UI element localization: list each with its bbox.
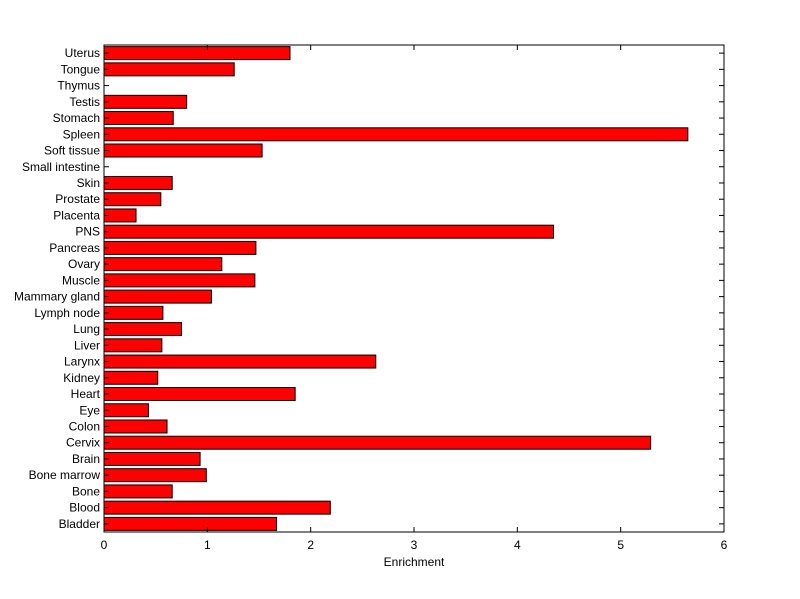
y-tick-label-testis: Testis xyxy=(69,95,100,109)
x-tick-label-0: 0 xyxy=(101,538,108,552)
y-tick-label-spleen: Spleen xyxy=(63,127,100,141)
y-tick-label-ovary: Ovary xyxy=(68,257,100,271)
y-tick-label-bone-marrow: Bone marrow xyxy=(29,468,101,482)
y-tick-label-stomach: Stomach xyxy=(53,111,100,125)
y-tick-label-liver: Liver xyxy=(74,338,100,352)
bar-prostate xyxy=(103,192,162,207)
y-tick-label-pns: PNS xyxy=(75,225,100,239)
y-tick-label-cervix: Cervix xyxy=(66,436,100,450)
bars-group xyxy=(103,46,689,531)
y-tick-label-placenta: Placenta xyxy=(53,208,100,222)
bar-testis xyxy=(103,94,188,109)
y-tick-label-bladder: Bladder xyxy=(59,517,100,531)
ytick-marks xyxy=(104,52,724,525)
bar-bone-marrow xyxy=(103,468,207,483)
x-tick-label-5: 5 xyxy=(617,538,624,552)
x-tick-labels: 0 1 2 3 4 5 6 xyxy=(101,538,728,552)
bar-brain xyxy=(103,451,201,466)
y-tick-label-larynx: Larynx xyxy=(64,355,100,369)
y-tick-label-muscle: Muscle xyxy=(62,273,100,287)
y-tick-label-prostate: Prostate xyxy=(55,192,100,206)
bar-tongue xyxy=(103,62,235,77)
x-axis-label: Enrichment xyxy=(384,555,445,569)
y-tick-label-bone: Bone xyxy=(72,484,100,498)
bar-muscle xyxy=(103,273,256,288)
bar-skin xyxy=(103,175,173,190)
y-tick-label-heart: Heart xyxy=(71,387,101,401)
bar-soft-tissue xyxy=(103,143,263,158)
x-tick-label-6: 6 xyxy=(721,538,728,552)
bar-lymph-node xyxy=(103,305,164,320)
bar-colon xyxy=(103,419,168,434)
y-tick-label-pancreas: Pancreas xyxy=(49,241,100,255)
bar-uterus xyxy=(103,46,291,61)
y-tick-label-mammary-gland: Mammary gland xyxy=(14,290,100,304)
y-tick-label-kidney: Kidney xyxy=(63,371,100,385)
bar-mammary-gland xyxy=(103,289,212,304)
bar-spleen xyxy=(103,127,689,142)
y-tick-labels: Uterus Tongue Thymus Testis Stomach Spleen Sof… xyxy=(14,46,101,531)
x-tick-label-3: 3 xyxy=(411,538,418,552)
bar-liver xyxy=(103,338,163,353)
bar-larynx xyxy=(103,354,377,369)
bar-eye xyxy=(103,403,149,418)
bar-kidney xyxy=(103,370,159,385)
x-tick-label-1: 1 xyxy=(204,538,211,552)
y-tick-label-lymph-node: Lymph node xyxy=(34,306,100,320)
bar-lung xyxy=(103,322,182,337)
bar-bladder xyxy=(103,516,278,531)
bar-cervix xyxy=(103,435,652,450)
y-tick-label-uterus: Uterus xyxy=(65,46,100,60)
bar-bone xyxy=(103,484,173,499)
y-tick-label-small-intestine: Small intestine xyxy=(22,160,100,174)
bar-heart xyxy=(103,387,296,402)
x-tick-label-4: 4 xyxy=(514,538,521,552)
x-tick-label-2: 2 xyxy=(307,538,314,552)
bar-stomach xyxy=(103,111,174,126)
bar-ovary xyxy=(103,257,223,272)
y-tick-label-colon: Colon xyxy=(69,419,100,433)
bar-pns xyxy=(103,224,554,239)
y-tick-label-brain: Brain xyxy=(72,452,100,466)
y-tick-label-tongue: Tongue xyxy=(61,62,101,76)
y-tick-label-lung: Lung xyxy=(73,322,100,336)
bar-pancreas xyxy=(103,240,257,255)
axes-frame xyxy=(103,44,725,533)
bar-blood xyxy=(103,500,331,515)
y-tick-label-blood: Blood xyxy=(69,501,100,515)
y-tick-label-soft-tissue: Soft tissue xyxy=(44,144,100,158)
y-tick-label-eye: Eye xyxy=(79,403,100,417)
y-tick-label-skin: Skin xyxy=(77,176,100,190)
y-tick-label-thymus: Thymus xyxy=(57,79,100,93)
